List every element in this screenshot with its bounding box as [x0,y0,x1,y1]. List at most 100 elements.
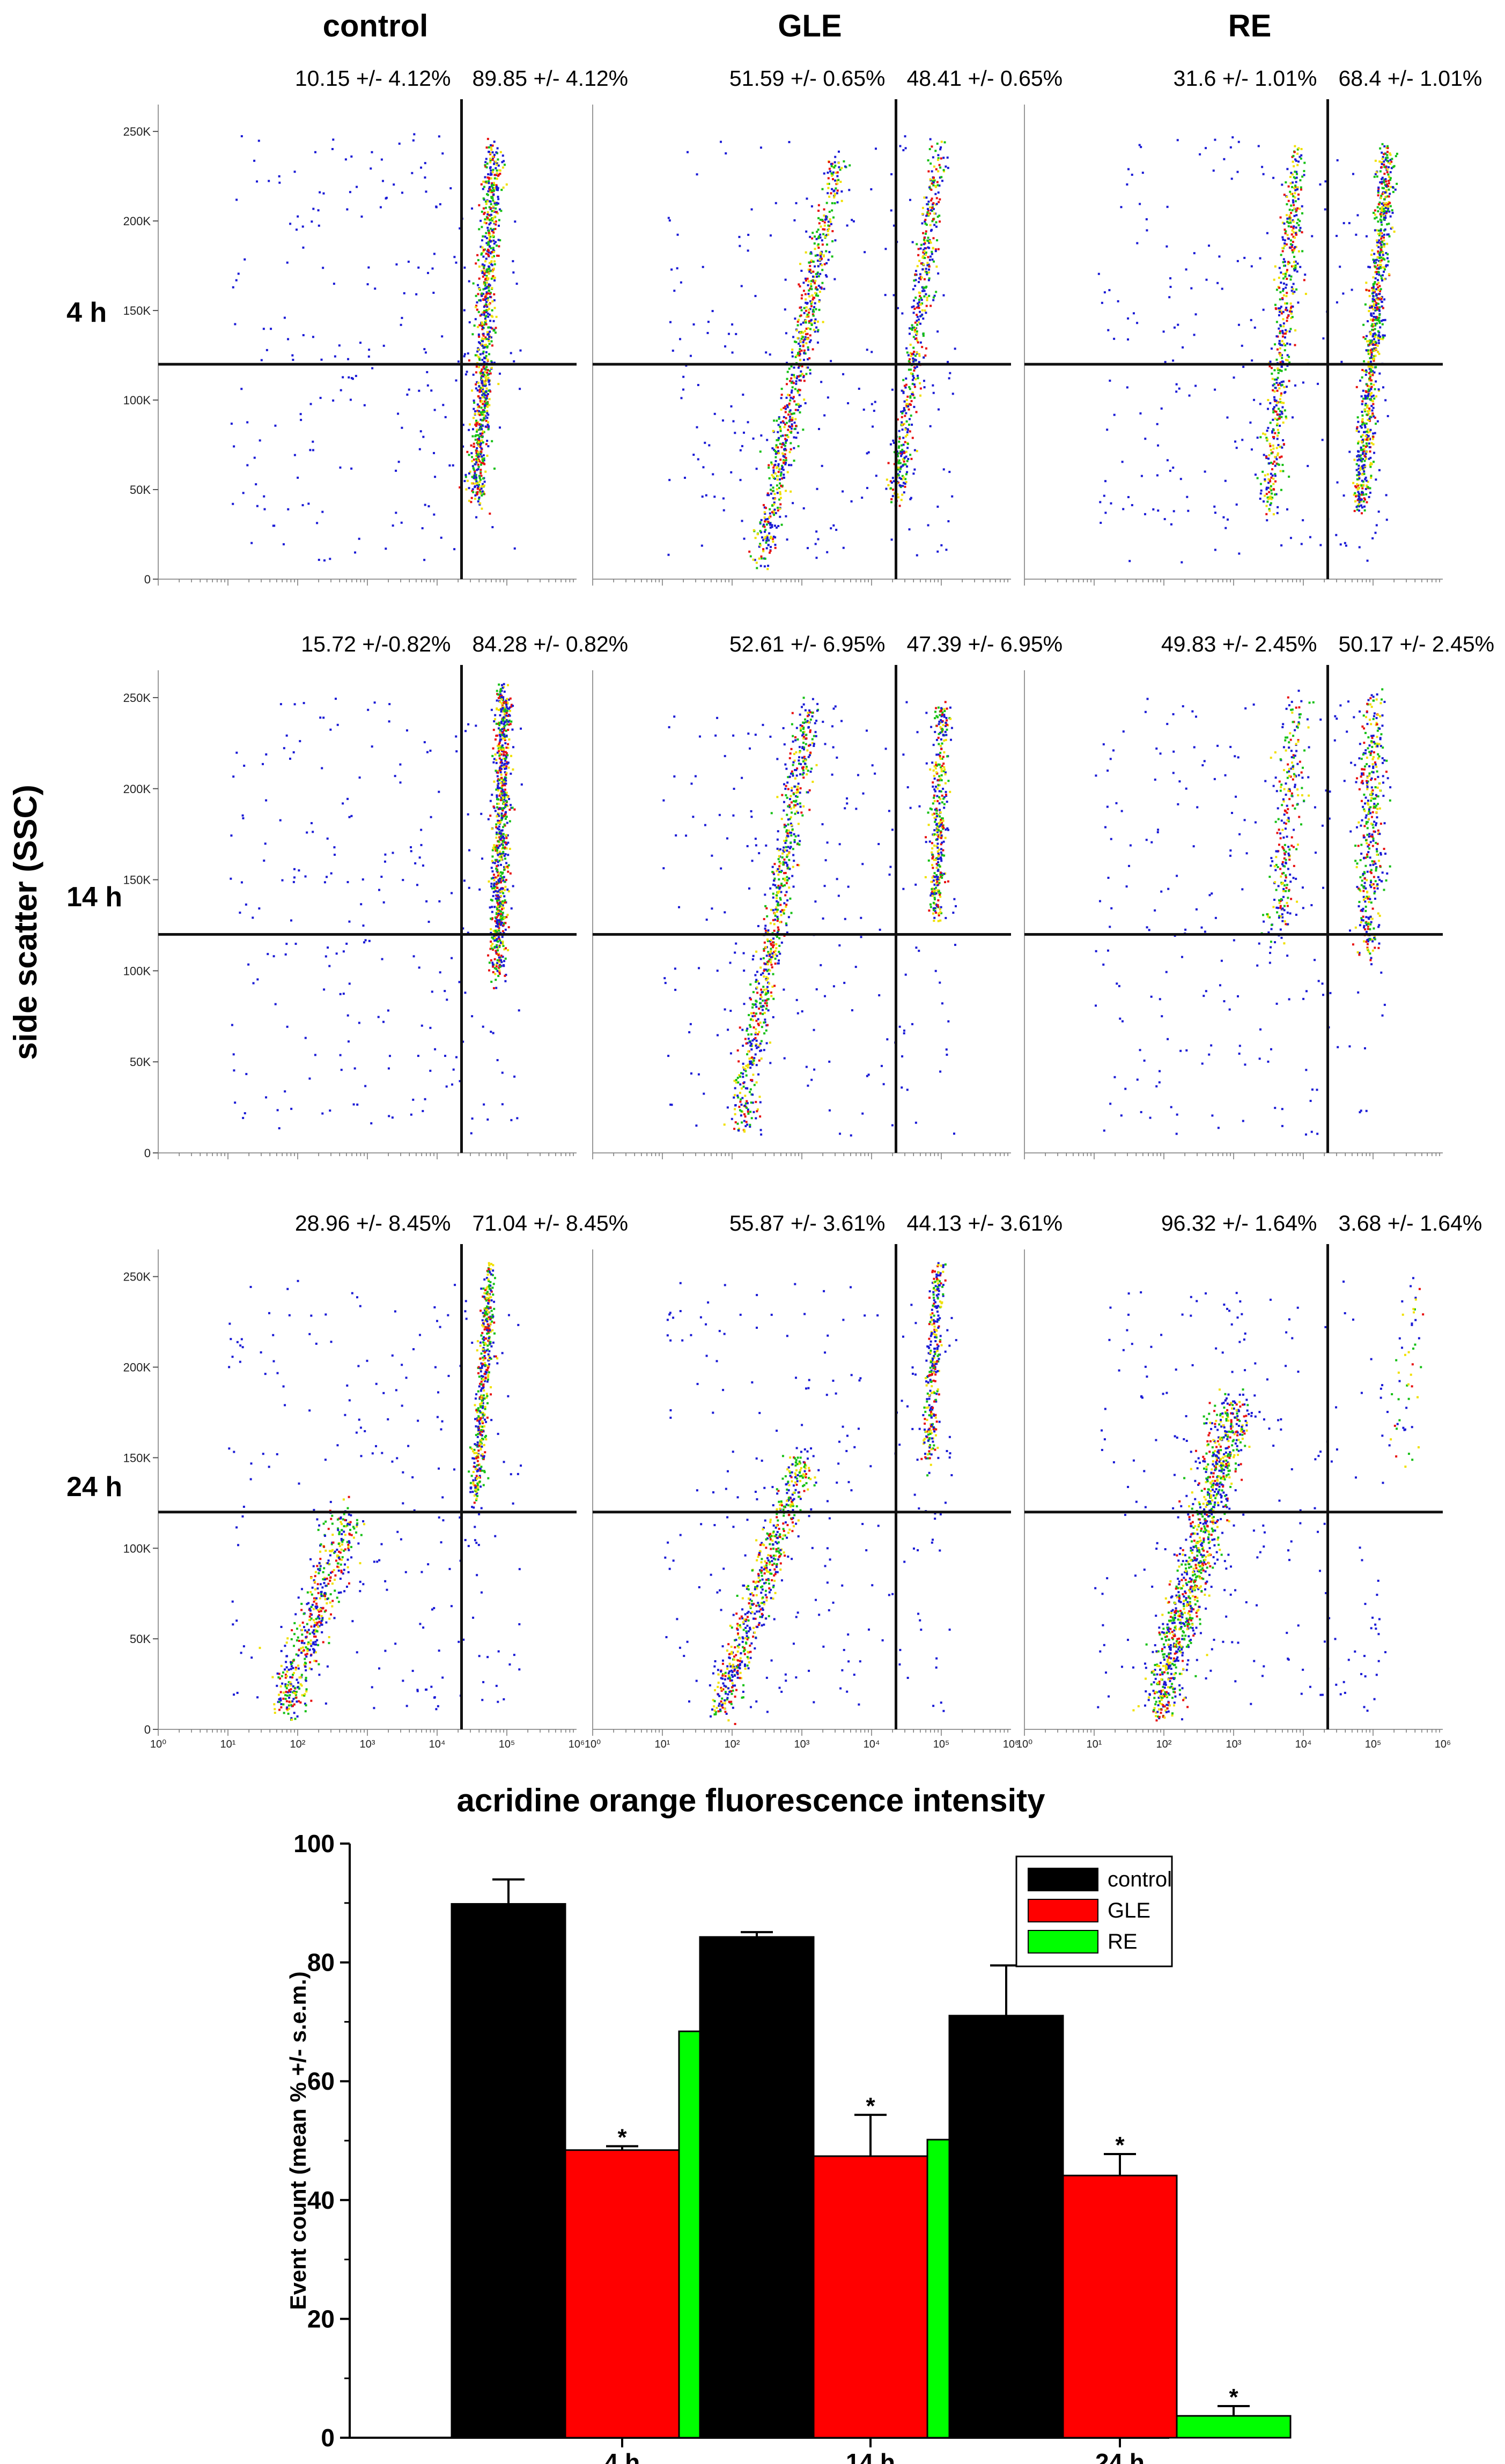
event-dot [395,512,397,514]
event-dot [483,414,486,417]
event-dot [476,301,478,304]
event-dot [931,145,933,148]
event-dot [490,149,493,151]
event-dot [784,423,787,426]
event-dot [503,710,506,713]
event-dot [1378,316,1381,319]
event-dot [790,431,793,434]
event-dot [1358,468,1360,470]
event-dot [495,207,497,210]
event-dot [506,702,509,705]
event-dot [1363,431,1366,433]
event-dot [349,191,351,194]
event-dot [482,293,485,295]
event-dot [1293,187,1296,189]
event-dot [331,147,334,150]
event-dot [1371,414,1374,417]
event-dot [1363,424,1366,427]
event-dot [1370,319,1373,321]
event-dot [452,464,454,467]
event-dot [1268,509,1271,512]
event-dot [426,384,429,387]
event-dot [1376,256,1379,258]
event-dot [1358,509,1360,512]
event-dot [1366,335,1368,337]
event-dot [924,240,926,242]
column-title-re: RE [1228,9,1272,43]
event-dot [1242,366,1245,368]
event-dot [1273,383,1275,386]
event-dot [501,686,504,689]
event-dot [848,189,851,191]
event-dot [1365,282,1368,284]
event-dot [916,374,919,377]
event-dot [763,511,766,514]
event-dot [947,167,949,169]
event-dot [505,752,508,754]
event-dot [490,146,492,149]
event-dot [842,546,845,549]
event-dot [485,276,488,279]
event-dot [466,479,469,482]
event-dot [493,177,496,180]
event-dot [885,487,888,490]
event-dot [1296,152,1299,155]
event-dot [507,841,510,844]
event-dot [1374,265,1377,268]
event-dot [906,351,909,354]
event-dot [1377,334,1380,337]
event-dot [773,503,776,506]
event-dot [1378,309,1381,312]
event-dot [406,393,409,396]
event-dot [925,305,928,307]
event-dot [932,156,934,159]
event-dot [817,538,820,541]
event-dot [1355,506,1358,508]
event-dot [477,451,479,454]
event-dot [795,341,798,343]
event-dot [791,386,794,389]
event-dot [489,270,491,272]
event-dot [400,521,403,524]
event-dot [1275,462,1278,465]
event-dot [345,942,348,945]
event-dot [483,186,485,188]
event-dot [482,235,484,238]
event-dot [1365,423,1368,425]
event-dot [510,1119,513,1121]
event-dot [833,202,836,205]
flow-panel-r0-c2: 31.6 +/- 1.01% 68.4 +/- 1.01% [1024,66,1482,586]
event-dot [932,177,935,180]
event-dot [493,153,496,156]
event-dot [1374,229,1376,232]
event-dot [472,282,475,285]
event-dot [778,487,780,490]
event-dot [906,465,909,468]
event-dot [801,294,803,297]
event-dot [1365,457,1368,460]
event-dot [355,375,357,378]
event-dot [798,342,800,345]
event-dot [817,329,820,331]
event-dot [798,379,801,382]
event-dot [491,344,493,347]
event-dot [802,374,805,377]
event-dot [1281,297,1284,300]
event-dot [482,334,485,337]
event-dot [482,454,485,457]
event-dot [491,855,494,858]
event-dot [1378,372,1381,375]
event-dot [470,482,473,485]
event-dot [827,177,830,180]
event-dot [932,296,935,299]
event-dot [496,177,498,180]
event-dot [1368,310,1370,313]
event-dot [1205,278,1208,281]
event-dot [935,203,938,205]
event-dot [1386,415,1389,417]
event-dot [761,557,763,560]
event-dot [493,221,496,224]
event-dot [789,409,792,412]
event-dot [1366,404,1369,407]
event-dot [902,482,905,484]
